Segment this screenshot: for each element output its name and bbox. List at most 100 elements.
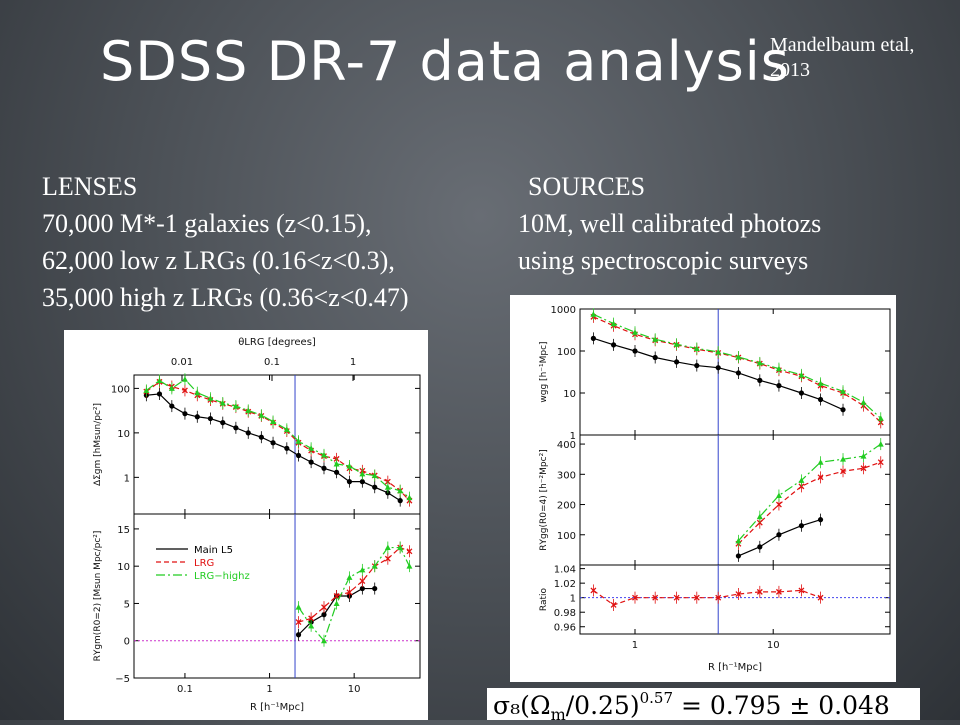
data-point xyxy=(397,487,404,494)
x-tick-label: 10 xyxy=(348,684,361,695)
data-point xyxy=(372,484,378,490)
y-tick-label: 5 xyxy=(124,599,130,610)
data-point xyxy=(168,385,175,391)
data-point xyxy=(817,459,824,465)
data-point xyxy=(715,365,721,371)
data-point xyxy=(308,615,315,622)
data-point xyxy=(359,585,365,592)
y-tick-label: 0 xyxy=(124,637,130,648)
x-tick-label: 10 xyxy=(767,640,780,651)
data-point xyxy=(757,377,763,383)
data-point xyxy=(610,601,617,608)
data-point xyxy=(359,479,365,485)
series-line xyxy=(593,313,882,419)
lenses-line: 35,000 high z LRGs (0.36<z<0.47) xyxy=(42,283,409,312)
data-point xyxy=(798,483,805,490)
legend-label: Main L5 xyxy=(194,545,233,556)
data-point xyxy=(219,399,226,406)
data-point xyxy=(371,472,378,479)
citation-year: 2013 xyxy=(770,59,810,81)
data-point xyxy=(181,387,188,394)
left-figure: θLRG [degrees] 0.01 0.1 1 1 10 100 ΔΣgm [hMsun/… xyxy=(64,330,428,720)
data-point xyxy=(182,411,188,417)
panel-frame xyxy=(579,434,891,566)
data-point xyxy=(735,370,742,376)
series-lrghighz xyxy=(295,541,413,647)
data-point xyxy=(320,451,327,458)
series-line xyxy=(298,546,410,642)
y-tick-label: 0.96 xyxy=(554,623,576,634)
data-point xyxy=(295,452,302,459)
data-point xyxy=(590,335,596,341)
series-lrghighz xyxy=(735,438,884,547)
data-point xyxy=(775,588,782,595)
data-point xyxy=(817,594,824,601)
series-line xyxy=(737,461,881,545)
legend-label: LRG−highz xyxy=(194,571,250,582)
data-point xyxy=(359,578,366,585)
y-tick-label: 100 xyxy=(557,531,576,542)
data-point xyxy=(321,604,327,611)
series-mainl5 xyxy=(590,332,846,416)
sources-line: 10M, well calibrated photozs xyxy=(518,209,822,238)
data-point xyxy=(693,594,700,601)
y-tick-label: 1 xyxy=(124,473,130,484)
data-point xyxy=(840,456,847,462)
data-point xyxy=(308,445,315,451)
top-axis-tick-label: 1 xyxy=(350,357,356,368)
data-point xyxy=(776,383,782,389)
data-point xyxy=(156,377,163,384)
y-tick-label: 10 xyxy=(563,389,576,400)
y-tick-label: 0.98 xyxy=(554,608,576,619)
data-point xyxy=(207,395,214,401)
series-line xyxy=(593,316,882,423)
data-point xyxy=(798,587,805,594)
data-point xyxy=(232,403,239,409)
data-point xyxy=(674,359,680,365)
series-line xyxy=(146,378,410,499)
data-point xyxy=(715,594,722,601)
data-point xyxy=(798,390,805,396)
data-point xyxy=(371,563,378,569)
top-axis-tick-label: 0.01 xyxy=(171,357,193,368)
data-point xyxy=(756,359,763,366)
data-point xyxy=(384,544,391,551)
data-point xyxy=(397,544,404,551)
data-point xyxy=(406,548,413,555)
legend: Main L5 LRG LRG−highz xyxy=(156,545,250,582)
data-point xyxy=(406,563,413,569)
data-point xyxy=(673,341,680,347)
data-point xyxy=(610,320,617,327)
data-point xyxy=(652,336,659,342)
data-point xyxy=(270,418,277,425)
y-tick-label: 1 xyxy=(570,594,576,605)
data-point xyxy=(590,311,597,317)
y-axis-label: ΔΣgm [hMsun/pc²] xyxy=(93,403,103,486)
data-point xyxy=(346,574,353,580)
data-point xyxy=(652,594,659,601)
data-point xyxy=(715,348,722,355)
data-point xyxy=(384,555,391,562)
formula-svg: σ₈(Ωm/0.25)0.57 = 0.795 ± 0.048 xyxy=(493,689,890,720)
lenses-line: 70,000 M*-1 galaxies (z<0.15), xyxy=(42,209,372,238)
data-point xyxy=(295,438,302,444)
data-point xyxy=(181,376,188,382)
sigma8-formula: σ₈(Ωm/0.25)0.57 = 0.795 ± 0.048 xyxy=(487,688,920,720)
slide-title: SDSS DR-7 data analysis xyxy=(100,30,790,93)
data-point xyxy=(735,553,742,559)
citation-authors: Mandelbaum etal, xyxy=(770,34,915,56)
data-point xyxy=(308,622,315,629)
formula-text: σ₈(Ωm/0.25)0.57 = 0.795 ± 0.048 xyxy=(493,689,890,720)
data-point xyxy=(775,492,782,498)
series-lrghighz xyxy=(143,373,413,504)
series-lrg xyxy=(735,456,884,550)
data-point xyxy=(632,348,638,354)
data-point xyxy=(258,412,265,418)
data-point xyxy=(817,380,824,386)
data-point xyxy=(333,600,340,606)
y-tick-label: 100 xyxy=(557,347,576,358)
data-point xyxy=(877,441,884,447)
data-point xyxy=(333,593,340,599)
y-tick-label: 10 xyxy=(117,562,130,573)
data-point xyxy=(295,604,302,610)
